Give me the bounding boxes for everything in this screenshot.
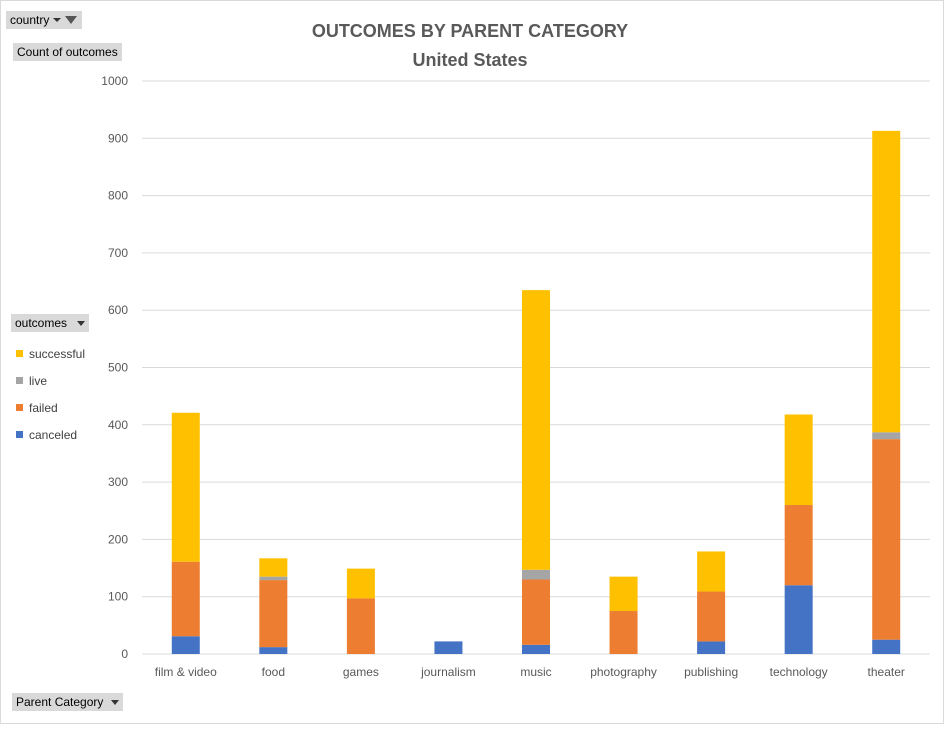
legend-swatch xyxy=(16,431,23,438)
y-tick-label: 300 xyxy=(108,475,128,489)
bar-canceled xyxy=(522,644,550,654)
chart-title: OUTCOMES BY PARENT CATEGORY xyxy=(312,21,628,41)
y-tick-label: 800 xyxy=(108,189,128,203)
bar-failed xyxy=(171,561,200,637)
bar-live xyxy=(259,576,288,581)
x-tick-label: games xyxy=(343,665,379,679)
bar-successful xyxy=(522,290,550,570)
legend-swatch xyxy=(16,377,23,384)
legend-item-successful[interactable]: successful xyxy=(16,340,85,367)
y-tick-label: 700 xyxy=(108,246,128,260)
legend-swatch xyxy=(16,350,23,357)
bar-successful xyxy=(609,576,638,612)
bar-failed xyxy=(522,579,550,645)
y-tick-label: 100 xyxy=(108,590,128,604)
legend-label: successful xyxy=(29,346,86,361)
bar-failed xyxy=(346,598,375,654)
x-tick-label: music xyxy=(520,665,551,679)
legend-swatch xyxy=(16,404,23,411)
x-tick-label: technology xyxy=(770,665,828,679)
bar-canceled xyxy=(434,641,463,654)
value-field-label: Count of outcomes xyxy=(17,45,118,59)
outcomes-filter-button[interactable]: outcomes xyxy=(11,314,89,332)
axis-labels: 0 100 200 300 400 500 600 700 800 900 1000 film & v… xyxy=(101,74,905,679)
bar-canceled xyxy=(872,639,901,654)
legend-item-canceled[interactable]: canceled xyxy=(16,421,85,448)
dropdown-arrow-icon xyxy=(77,320,85,326)
bar-successful xyxy=(259,558,288,577)
bar-canceled xyxy=(697,641,726,654)
outcomes-filter-label: outcomes xyxy=(15,316,68,330)
legend-item-live[interactable]: live xyxy=(16,367,85,394)
bar-canceled xyxy=(171,636,200,654)
dropdown-arrow-icon xyxy=(53,18,62,22)
y-tick-label: 900 xyxy=(108,131,128,145)
bar-live xyxy=(522,569,550,580)
bar-canceled xyxy=(259,647,288,654)
count-of-outcomes-button[interactable]: Count of outcomes xyxy=(13,43,122,61)
bar-failed xyxy=(609,611,638,654)
y-tick-label: 600 xyxy=(108,303,128,317)
legend: successful live failed canceled xyxy=(16,340,85,448)
country-filter-label: country xyxy=(10,13,50,27)
chart-subtitle: United States xyxy=(412,50,527,70)
dropdown-arrow-icon xyxy=(111,699,119,705)
parent-category-filter-button[interactable]: Parent Category xyxy=(12,693,123,711)
x-tick-label: theater xyxy=(868,665,905,679)
bar-successful xyxy=(872,130,901,433)
y-tick-label: 1000 xyxy=(101,74,128,88)
bar-successful xyxy=(171,412,200,562)
axis-field-label: Parent Category xyxy=(16,695,104,709)
legend-item-failed[interactable]: failed xyxy=(16,394,85,421)
legend-label: failed xyxy=(29,400,58,415)
y-tick-label: 400 xyxy=(108,418,128,432)
bar-failed xyxy=(259,580,288,648)
legend-label: live xyxy=(29,373,48,388)
y-tick-label: 200 xyxy=(108,532,128,546)
y-tick-label: 0 xyxy=(121,647,128,661)
bar-successful xyxy=(346,568,375,599)
bar-live xyxy=(872,432,901,440)
filter-icon xyxy=(65,16,78,24)
x-tick-label: journalism xyxy=(420,665,476,679)
x-tick-label: photography xyxy=(590,665,657,679)
bar-failed xyxy=(784,505,813,586)
bar-failed xyxy=(697,591,726,642)
bar-successful xyxy=(784,414,813,506)
bars xyxy=(171,130,901,654)
country-filter-button[interactable]: country xyxy=(6,11,82,29)
bar-canceled xyxy=(784,585,813,654)
bar-successful xyxy=(697,551,726,592)
y-tick-label: 500 xyxy=(108,361,128,375)
bar-failed xyxy=(872,439,901,640)
x-tick-label: food xyxy=(262,665,285,679)
x-tick-label: film & video xyxy=(155,665,217,679)
legend-label: canceled xyxy=(29,427,78,442)
x-tick-label: publishing xyxy=(684,665,738,679)
